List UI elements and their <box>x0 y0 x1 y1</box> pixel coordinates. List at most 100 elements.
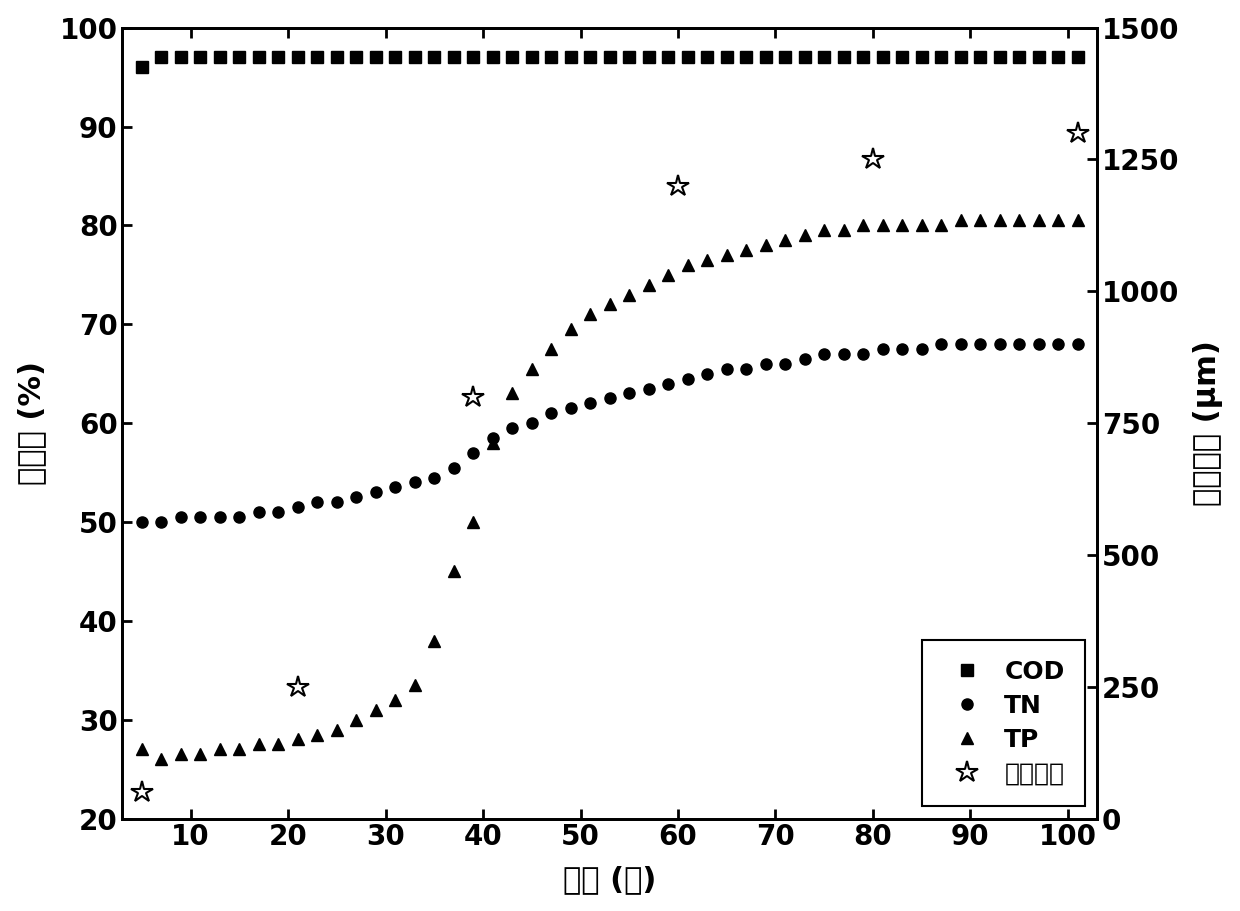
TP <box>154 753 169 764</box>
COD <box>427 52 441 63</box>
Line: COD: COD <box>135 51 1084 74</box>
COD <box>934 52 949 63</box>
TP <box>758 240 773 251</box>
COD <box>836 52 851 63</box>
TN <box>154 517 169 527</box>
COD <box>954 52 968 63</box>
TN <box>544 408 559 419</box>
TP <box>1050 215 1065 226</box>
TN <box>310 496 325 507</box>
TP <box>368 704 383 715</box>
TP <box>836 225 851 236</box>
TP <box>485 437 500 448</box>
TN <box>875 343 890 354</box>
TP <box>563 323 578 334</box>
TP <box>603 299 618 310</box>
TN <box>466 447 481 458</box>
TP <box>797 230 812 241</box>
COD <box>875 52 890 63</box>
TN <box>330 496 345 507</box>
Line: 平均粒径: 平均粒径 <box>130 122 1089 804</box>
COD <box>270 52 285 63</box>
TP <box>193 749 208 760</box>
COD <box>466 52 481 63</box>
平均粒径 <box>290 681 305 692</box>
COD <box>1012 52 1027 63</box>
TN <box>934 339 949 350</box>
TN <box>388 482 403 493</box>
COD <box>290 52 305 63</box>
Legend: COD, TN, TP, 平均粒径: COD, TN, TP, 平均粒径 <box>921 640 1085 806</box>
COD <box>330 52 345 63</box>
COD <box>895 52 910 63</box>
COD <box>856 52 870 63</box>
TP <box>972 215 987 226</box>
TN <box>992 339 1007 350</box>
TN <box>525 417 539 428</box>
TN <box>348 492 363 503</box>
COD <box>1070 52 1085 63</box>
TN <box>621 388 636 399</box>
TN <box>797 353 812 364</box>
TP <box>777 235 792 246</box>
TP <box>427 635 441 646</box>
COD <box>446 52 461 63</box>
TP <box>544 343 559 354</box>
TP <box>681 260 696 271</box>
TN <box>212 512 227 523</box>
TN <box>681 374 696 384</box>
TN <box>408 477 423 488</box>
平均粒径 <box>466 392 481 403</box>
TP <box>739 245 754 256</box>
TP <box>505 388 520 399</box>
Y-axis label: 去除率 (%): 去除率 (%) <box>16 361 46 486</box>
TN <box>232 512 247 523</box>
COD <box>583 52 598 63</box>
TN <box>174 512 188 523</box>
COD <box>914 52 929 63</box>
TP <box>466 517 481 527</box>
TP <box>1032 215 1047 226</box>
TP <box>212 744 227 755</box>
TP <box>310 729 325 740</box>
TP <box>388 694 403 705</box>
TP <box>992 215 1007 226</box>
COD <box>699 52 714 63</box>
TN <box>895 343 910 354</box>
TN <box>661 378 676 389</box>
TN <box>699 368 714 379</box>
TN <box>427 472 441 483</box>
TN <box>270 507 285 517</box>
COD <box>348 52 363 63</box>
平均粒径 <box>866 154 880 165</box>
TP <box>954 215 968 226</box>
COD <box>193 52 208 63</box>
COD <box>739 52 754 63</box>
X-axis label: 时间 (天): 时间 (天) <box>563 865 656 895</box>
TN <box>563 403 578 414</box>
TN <box>603 393 618 404</box>
COD <box>817 52 832 63</box>
TN <box>290 502 305 513</box>
TP <box>875 220 890 230</box>
TN <box>505 423 520 434</box>
TN <box>485 433 500 444</box>
COD <box>212 52 227 63</box>
TN <box>758 358 773 369</box>
TN <box>777 358 792 369</box>
COD <box>777 52 792 63</box>
COD <box>388 52 403 63</box>
TP <box>817 225 832 236</box>
平均粒径 <box>1070 128 1085 138</box>
COD <box>641 52 656 63</box>
TP <box>856 220 870 230</box>
TN <box>1070 339 1085 350</box>
COD <box>310 52 325 63</box>
COD <box>603 52 618 63</box>
TP <box>1012 215 1027 226</box>
TP <box>1070 215 1085 226</box>
TN <box>1012 339 1027 350</box>
COD <box>621 52 636 63</box>
Y-axis label: 平均粒径 (μm): 平均粒径 (μm) <box>1193 340 1224 507</box>
COD <box>719 52 734 63</box>
